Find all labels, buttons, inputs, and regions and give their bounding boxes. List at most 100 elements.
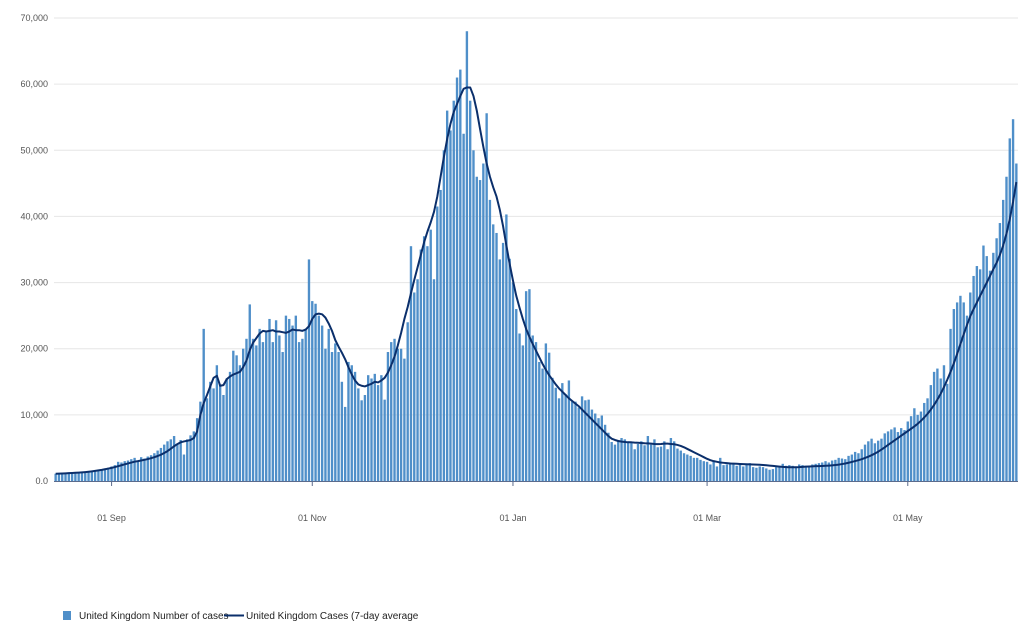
- y-tick-label: 30,000: [20, 278, 48, 288]
- bar: [242, 348, 245, 481]
- bar: [873, 443, 877, 481]
- bar: [232, 350, 235, 481]
- bar: [465, 31, 469, 481]
- bar: [373, 373, 376, 481]
- bar: [1011, 119, 1015, 481]
- bar: [116, 461, 120, 481]
- legend-item-bars[interactable]: United Kingdom Number of cases: [63, 611, 229, 622]
- bar: [962, 302, 965, 481]
- bar: [870, 438, 873, 481]
- bar: [538, 361, 541, 481]
- bar: [495, 232, 498, 481]
- legend[interactable]: United Kingdom Number of cases United Ki…: [63, 611, 419, 622]
- bar: [376, 385, 380, 481]
- bar: [238, 365, 242, 481]
- bar: [350, 365, 353, 481]
- bar: [1005, 176, 1008, 482]
- bar: [827, 462, 830, 481]
- bar: [656, 447, 659, 481]
- bar: [834, 459, 837, 481]
- legend-item-line[interactable]: United Kingdom Cases (7-day average: [224, 611, 419, 622]
- bar: [620, 438, 623, 481]
- bar: [926, 398, 929, 481]
- bar: [413, 292, 416, 481]
- bar: [67, 472, 70, 481]
- bar: [801, 465, 804, 481]
- bar: [462, 133, 465, 481]
- bar: [334, 343, 337, 481]
- bar: [692, 457, 696, 481]
- x-tick-label: 01 Jan: [499, 513, 526, 523]
- bar: [636, 443, 640, 481]
- bar: [327, 328, 330, 481]
- bar: [93, 470, 97, 481]
- bar: [140, 457, 143, 481]
- legend-label-line: United Kingdom Cases (7-day average: [246, 611, 419, 622]
- bar: [906, 421, 909, 481]
- bar: [449, 130, 452, 481]
- bar: [798, 464, 801, 481]
- bar: [84, 472, 87, 481]
- bar: [982, 245, 985, 481]
- bar: [311, 301, 314, 481]
- bar: [732, 463, 735, 481]
- bar: [363, 395, 367, 481]
- bar: [511, 282, 515, 481]
- bar: [640, 441, 643, 481]
- bar: [156, 450, 159, 481]
- bar: [126, 460, 130, 481]
- bar: [574, 401, 577, 481]
- x-tick-label: 01 May: [893, 513, 923, 523]
- bar: [123, 461, 126, 481]
- bar: [653, 439, 656, 481]
- bar: [360, 400, 363, 481]
- bar: [399, 348, 403, 481]
- bar: [896, 432, 900, 481]
- y-tick-label: 50,000: [20, 145, 48, 155]
- bar: [436, 206, 439, 481]
- bar: [199, 401, 202, 481]
- bar: [97, 469, 100, 481]
- bar: [80, 471, 84, 481]
- bar: [742, 466, 745, 481]
- bar: [442, 150, 446, 482]
- bar: [419, 249, 423, 481]
- bar: [840, 458, 844, 481]
- bar: [788, 465, 791, 481]
- bar: [682, 453, 686, 481]
- bar: [663, 441, 666, 481]
- bar: [212, 388, 215, 481]
- bar: [985, 256, 988, 481]
- bar: [715, 466, 719, 481]
- bar: [498, 259, 501, 481]
- y-tick-label: 60,000: [20, 79, 48, 89]
- bar: [919, 411, 923, 481]
- bar: [965, 315, 969, 481]
- bar: [416, 279, 419, 481]
- bar: [531, 335, 534, 481]
- bar: [314, 303, 317, 481]
- bar: [478, 180, 482, 482]
- bar: [284, 315, 288, 481]
- y-tick-label: 40,000: [20, 211, 48, 221]
- bar: [916, 414, 919, 481]
- bar: [837, 457, 840, 481]
- bar: [248, 304, 251, 481]
- bar: [978, 269, 982, 481]
- bar: [886, 431, 890, 481]
- x-tick-label: 01 Nov: [298, 513, 327, 523]
- bar: [554, 387, 557, 481]
- bar: [794, 466, 798, 481]
- bar: [218, 385, 222, 481]
- bar: [274, 320, 278, 481]
- bar: [600, 415, 603, 481]
- bar: [821, 462, 824, 481]
- bar: [501, 242, 505, 481]
- bar: [130, 459, 133, 481]
- bar: [659, 446, 663, 481]
- bar: [712, 461, 715, 481]
- bar: [337, 352, 340, 481]
- bar: [459, 69, 462, 481]
- bar: [594, 413, 597, 481]
- bar: [547, 352, 551, 481]
